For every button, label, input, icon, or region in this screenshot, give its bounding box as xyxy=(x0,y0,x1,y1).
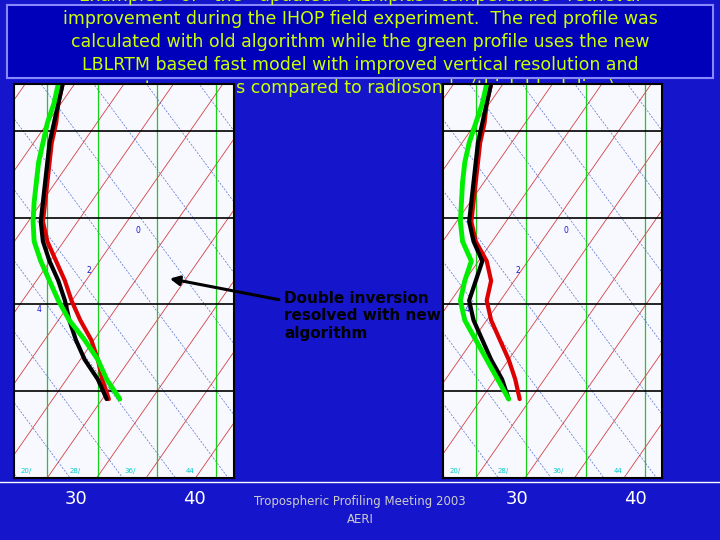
Text: 44: 44 xyxy=(186,468,194,474)
Text: 4: 4 xyxy=(465,305,469,314)
Text: 40: 40 xyxy=(624,490,647,509)
Text: 4: 4 xyxy=(36,305,41,314)
Text: 36/: 36/ xyxy=(553,468,564,474)
Text: 40: 40 xyxy=(183,490,206,509)
Text: 0: 0 xyxy=(564,226,569,235)
Text: 36/: 36/ xyxy=(125,468,135,474)
Text: 30: 30 xyxy=(505,490,528,509)
Text: 2: 2 xyxy=(516,266,520,275)
Text: 0: 0 xyxy=(135,226,140,235)
Text: Examples   of   the   updated   AERIplus   temperature   retrieval
improvement d: Examples of the updated AERIplus tempera… xyxy=(63,0,657,97)
Text: 44: 44 xyxy=(614,468,623,474)
Text: 20/: 20/ xyxy=(21,468,32,474)
Text: Double inversion
resolved with new
algorithm: Double inversion resolved with new algor… xyxy=(173,277,441,341)
Text: 30: 30 xyxy=(64,490,87,509)
Text: Tropospheric Profiling Meeting 2003
AERI: Tropospheric Profiling Meeting 2003 AERI xyxy=(254,495,466,526)
Text: 20/: 20/ xyxy=(449,468,461,474)
Text: 28/: 28/ xyxy=(69,468,81,474)
Text: 2: 2 xyxy=(87,266,91,275)
Text: 28/: 28/ xyxy=(498,468,509,474)
